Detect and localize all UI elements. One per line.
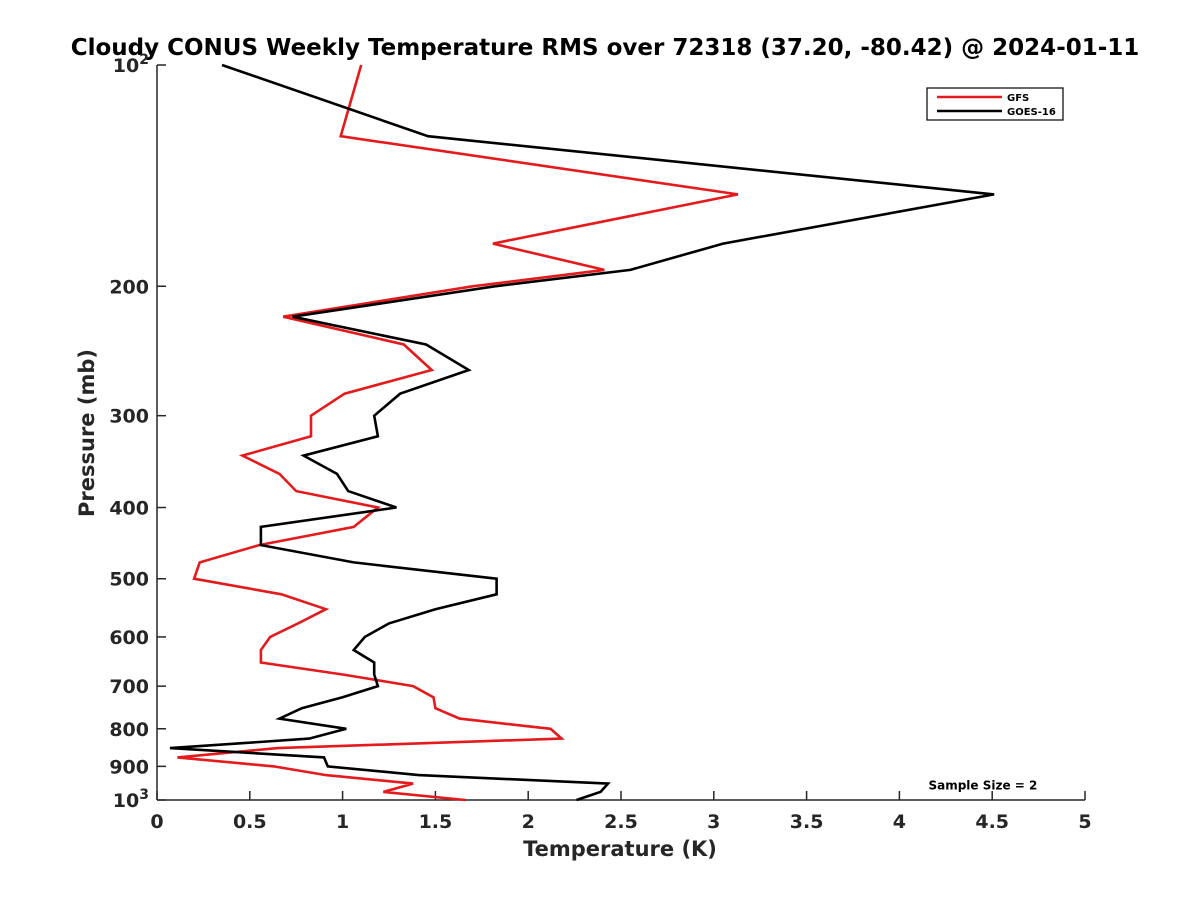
legend-box [926,87,1064,121]
y-tick-label: 900 [109,756,149,778]
annotation-sample-size: Sample Size = 2 [928,779,1037,793]
x-tick-label: 3 [707,811,720,833]
y-tick-label: 800 [109,719,149,741]
y-tick-label: 103 [113,787,149,812]
x-tick-label: 2 [522,811,535,833]
y-tick-label: 300 [109,406,149,428]
x-tick-label: 3.5 [790,811,824,833]
y-tick-label: 600 [109,627,149,649]
chart-title: Cloudy CONUS Weekly Temperature RMS over… [71,35,1140,61]
y-tick-label: 200 [109,276,149,298]
series-line-goes-16 [169,63,995,802]
y-tick-label: 102 [113,52,149,77]
x-tick-label: 0.5 [233,811,267,833]
y-axis-label: Pressure (mb) [75,349,99,517]
y-tick-label: 400 [109,498,149,520]
y-tick-label: 700 [109,676,149,698]
x-tick-label: 2.5 [604,811,638,833]
y-tick-label: 500 [109,569,149,591]
x-tick-label: 4.5 [975,811,1009,833]
series-line-gfs [177,64,739,802]
legend: GFS GOES-16 [926,87,1064,121]
series-layer [169,63,995,802]
x-tick-label: 0 [150,811,163,833]
legend-label: GFS [1007,93,1029,104]
x-tick-label: 1.5 [419,811,453,833]
x-tick-label: 1 [336,811,349,833]
x-tick-label: 5 [1078,811,1091,833]
annotations: Sample Size = 2 [928,779,1037,793]
axes: 0 0.5 1 1.5 2 2.5 3 3.5 4 4.5 5 102 200 300 400 500 600 7… [109,52,1091,833]
legend-label: GOES-16 [1007,107,1056,118]
x-tick-label: 4 [893,811,906,833]
x-axis-label: Temperature (K) [523,837,717,861]
